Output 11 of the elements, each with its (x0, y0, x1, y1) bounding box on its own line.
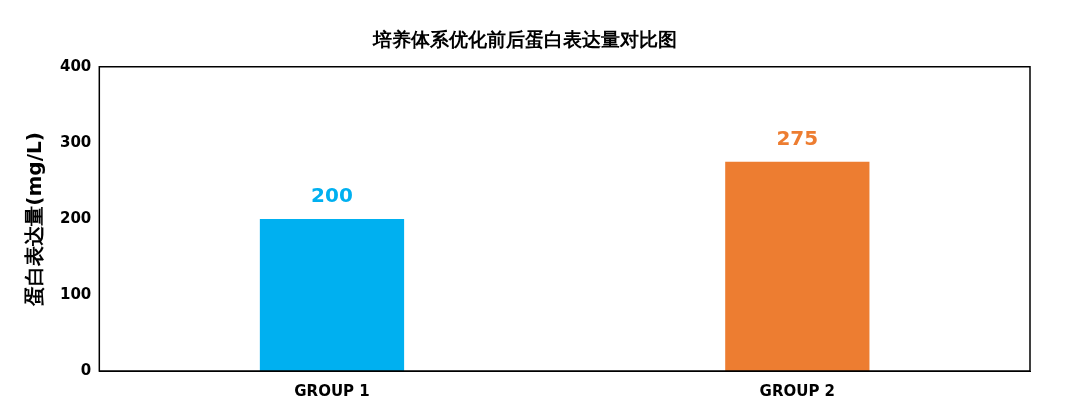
chart-title: 培养体系优化前后蛋白表达量对比图 (372, 28, 677, 51)
y-axis-title: 蛋白表达量(mg/L) (22, 132, 47, 307)
y-tick-label: 200 (60, 208, 92, 227)
y-tick-label: 0 (80, 360, 92, 379)
y-tick-label: 100 (60, 284, 92, 303)
data-label: 275 (776, 126, 819, 151)
y-tick-label: 300 (60, 132, 92, 151)
x-tick-label: GROUP 2 (759, 381, 836, 400)
data-label: 200 (311, 183, 353, 208)
y-tick-label: 400 (60, 56, 92, 75)
x-tick-label: GROUP 1 (294, 381, 370, 400)
